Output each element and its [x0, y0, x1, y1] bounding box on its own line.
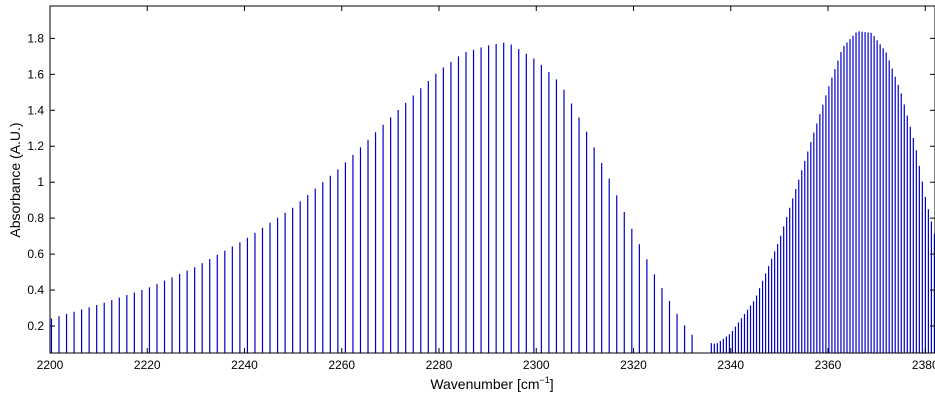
y-tick-label: 1.8 — [27, 31, 44, 45]
x-tick-label: 2300 — [523, 358, 550, 372]
x-tick-label: 2280 — [426, 358, 453, 372]
y-tick-label: 0.8 — [27, 211, 44, 225]
y-tick-label: 1.6 — [27, 67, 44, 81]
y-tick-label: 1 — [37, 175, 44, 189]
x-tick-label: 2260 — [328, 358, 355, 372]
x-tick-label: 2360 — [815, 358, 842, 372]
y-tick-label: 1.2 — [27, 139, 44, 153]
x-axis-title-main: Wavenumber [cm — [430, 376, 539, 392]
plot-area-background — [50, 6, 935, 353]
x-axis-title-superscript: −1 — [540, 375, 550, 385]
x-tick-label: 2340 — [717, 358, 744, 372]
x-tick-label: 2220 — [134, 358, 161, 372]
x-tick-label: 2320 — [620, 358, 647, 372]
y-tick-label: 0.6 — [27, 247, 44, 261]
x-tick-label: 2200 — [37, 358, 64, 372]
x-axis-title: Wavenumber [cm−1] — [430, 375, 553, 392]
spectrum-lines — [50, 31, 935, 353]
plot-frame — [49, 5, 935, 354]
axis-ticks: 2200 2220 2240 2260 2280 2300 2320 2340 2360 238 0… — [27, 6, 935, 372]
y-tick-label: 0.4 — [27, 283, 44, 297]
x-tick-label: 2240 — [231, 358, 258, 372]
y-tick-label: 1.4 — [27, 103, 44, 117]
y-axis-title: Absorbance (A.U.) — [7, 122, 23, 237]
x-axis-title-suffix: ] — [550, 376, 554, 392]
y-tick-label: 0.2 — [27, 319, 44, 333]
